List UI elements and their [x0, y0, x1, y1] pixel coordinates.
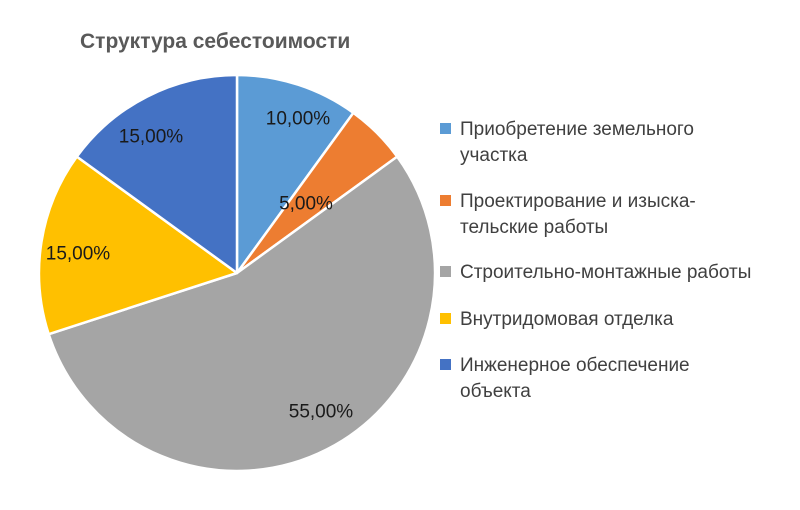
legend-label-construction: Строительно-монтажные работы	[460, 262, 752, 283]
legend-swatch-land	[440, 123, 451, 134]
legend-swatch-finishing	[440, 313, 451, 324]
data-label-engineering: 15,00%	[119, 127, 184, 148]
legend-item-construction: Строительно-монтажные работы	[440, 260, 780, 286]
legend-label-design: Проектирование и изыска- тельские работы	[460, 191, 696, 238]
data-label-finishing: 15,00%	[46, 244, 111, 265]
legend-swatch-design	[440, 195, 451, 206]
legend-item-finishing: Внутридомовая отделка	[440, 307, 780, 333]
legend-label-finishing: Внутридомовая отделка	[460, 309, 674, 330]
pie-slice-land	[235, 73, 355, 275]
legend-item-design: Проектирование и изыска- тельские работы	[440, 189, 780, 241]
legend-swatch-construction	[440, 266, 451, 277]
legend-item-engineering: Инженерное обеспечение объекта	[440, 353, 780, 405]
data-label-construction: 55,00%	[289, 402, 354, 423]
legend-label-engineering: Инженерное обеспечение объекта	[460, 355, 690, 402]
pie-slice-engineering	[75, 73, 239, 275]
data-label-design: 5,00%	[279, 194, 333, 215]
legend-item-land: Приобретение земельного участка	[440, 117, 780, 169]
data-label-land: 10,00%	[266, 109, 331, 130]
legend-swatch-engineering	[440, 359, 451, 370]
legend-label-land: Приобретение земельного участка	[460, 119, 694, 166]
chart-title: Структура себестоимости	[80, 30, 351, 53]
pie-slice-construction	[47, 155, 437, 473]
pie-slice-finishing	[37, 155, 239, 336]
